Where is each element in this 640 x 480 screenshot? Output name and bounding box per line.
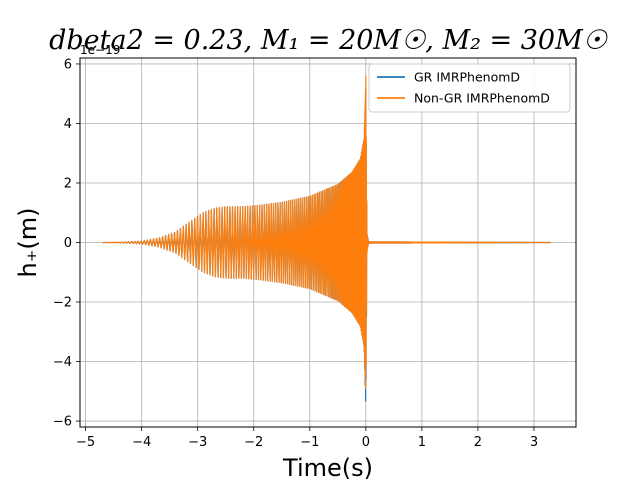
y-tick-label: 4 bbox=[64, 117, 72, 132]
y-axis-label: h₊(m) bbox=[14, 208, 42, 278]
legend-box bbox=[368, 63, 571, 113]
y-tick-label: 6 bbox=[64, 57, 72, 72]
y-tick-label: 0 bbox=[64, 236, 72, 251]
x-tick-label: −1 bbox=[300, 435, 319, 450]
y-tick-label: −4 bbox=[53, 355, 72, 370]
x-tick-label: 0 bbox=[362, 435, 370, 450]
legend-label: Non-GR IMRPhenomD bbox=[414, 91, 550, 106]
legend-label: GR IMRPhenomD bbox=[414, 70, 520, 85]
x-tick-label: −4 bbox=[132, 435, 151, 450]
x-tick-label: 2 bbox=[474, 435, 482, 450]
y-tick-label: −2 bbox=[53, 296, 72, 311]
x-tick-label: 1 bbox=[418, 435, 426, 450]
series-line-non-gr bbox=[102, 75, 552, 389]
y-offset-label: 1e−19 bbox=[80, 43, 120, 57]
x-axis-label: Time(s) bbox=[282, 454, 373, 480]
x-tick-label: 3 bbox=[530, 435, 538, 450]
axis-ticks: −5 −4 −3 −2 −1 0 1 2 3 −6 −4 −2 0 2 4 6 bbox=[53, 57, 538, 450]
series-layer bbox=[102, 75, 552, 402]
legend: GR IMRPhenomD Non-GR IMRPhenomD bbox=[368, 63, 571, 113]
x-tick-label: −2 bbox=[244, 435, 263, 450]
y-tick-label: 2 bbox=[64, 176, 72, 191]
chart-title: dbeta2 = 0.23, M₁ = 20M☉, M₂ = 30M☉ bbox=[49, 25, 609, 56]
x-tick-label: −3 bbox=[188, 435, 207, 450]
y-tick-label: −6 bbox=[53, 415, 72, 430]
x-tick-label: −5 bbox=[76, 435, 95, 450]
